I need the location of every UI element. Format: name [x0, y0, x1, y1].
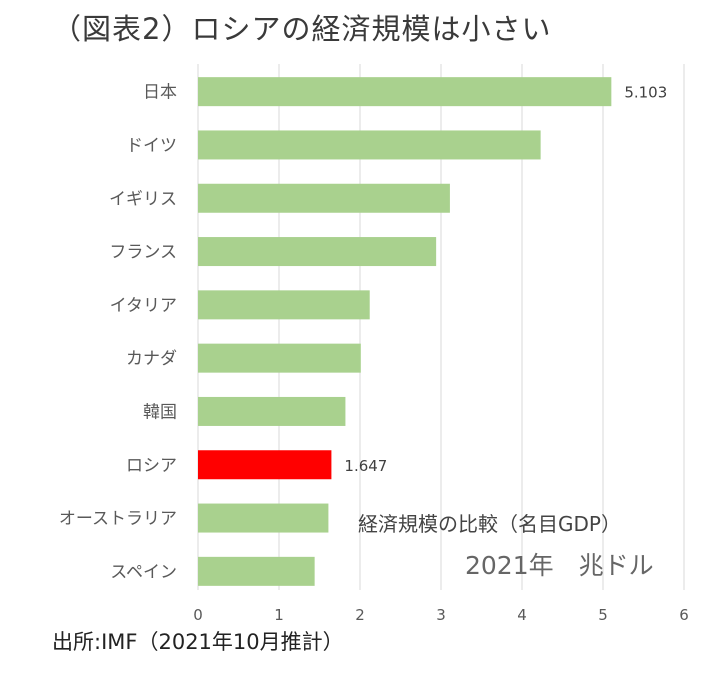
category-label: オーストラリア	[59, 509, 177, 529]
bar-series	[198, 343, 361, 373]
category-label: フランス	[109, 243, 177, 263]
x-tick-label: 3	[436, 606, 446, 624]
data-label: 5.103	[624, 84, 667, 102]
bar-series	[198, 396, 346, 426]
chart-annotation-description: 経済規模の比較（名目GDP）	[358, 512, 621, 536]
chart-annotation-unit: 2021年 兆ドル	[465, 551, 654, 580]
category-label: スペイン	[110, 562, 177, 582]
category-label: イタリア	[110, 296, 177, 316]
x-tick-label: 4	[517, 606, 527, 624]
x-tick-label: 5	[598, 606, 608, 624]
chart-title: （図表2）ロシアの経済規模は小さい	[52, 12, 552, 46]
category-label: 日本	[143, 83, 177, 103]
bar-highlight	[198, 450, 332, 480]
category-label: カナダ	[126, 349, 177, 369]
bar-series	[198, 77, 612, 107]
chart-source: 出所:IMF（2021年10月推計）	[52, 630, 344, 654]
bar-series	[198, 503, 329, 533]
category-label: 韓国	[143, 402, 177, 422]
category-label: ドイツ	[126, 136, 177, 156]
bar-series	[198, 290, 370, 320]
bar-series	[198, 130, 541, 160]
x-tick-label: 0	[193, 606, 203, 624]
x-tick-label: 6	[679, 606, 689, 624]
category-label: イギリス	[109, 189, 177, 209]
bar-series	[198, 237, 437, 267]
category-label: ロシア	[126, 456, 177, 476]
x-tick-label: 1	[274, 606, 284, 624]
bar-series	[198, 183, 450, 213]
data-label: 1.647	[344, 457, 387, 475]
bar-series	[198, 556, 315, 586]
x-tick-label: 2	[355, 606, 365, 624]
